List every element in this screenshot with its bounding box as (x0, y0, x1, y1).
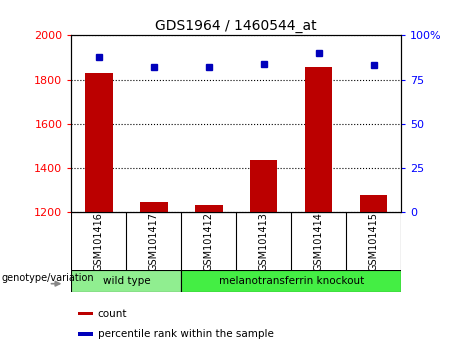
Bar (78, 332, 93, 336)
Text: GSM101413: GSM101413 (259, 212, 269, 271)
Text: melanotransferrin knockout: melanotransferrin knockout (219, 276, 364, 286)
Title: GDS1964 / 1460544_at: GDS1964 / 1460544_at (155, 19, 317, 33)
Bar (85, 73, 112, 212)
Text: GSM101417: GSM101417 (149, 212, 159, 271)
Bar (78, 312, 93, 315)
Bar (181, 270, 401, 292)
Text: wild type: wild type (103, 276, 150, 286)
Bar (250, 160, 278, 212)
Text: GSM101412: GSM101412 (204, 212, 214, 271)
Text: count: count (98, 309, 127, 319)
Text: percentile rank within the sample: percentile rank within the sample (98, 329, 274, 339)
Bar (360, 195, 387, 212)
Text: GSM101416: GSM101416 (94, 212, 104, 271)
Bar (140, 202, 168, 212)
Bar (305, 67, 332, 212)
Bar (71, 270, 181, 292)
Text: GSM101414: GSM101414 (313, 212, 324, 271)
Bar (195, 205, 223, 212)
Text: GSM101415: GSM101415 (369, 212, 378, 271)
Text: genotype/variation: genotype/variation (1, 273, 94, 284)
